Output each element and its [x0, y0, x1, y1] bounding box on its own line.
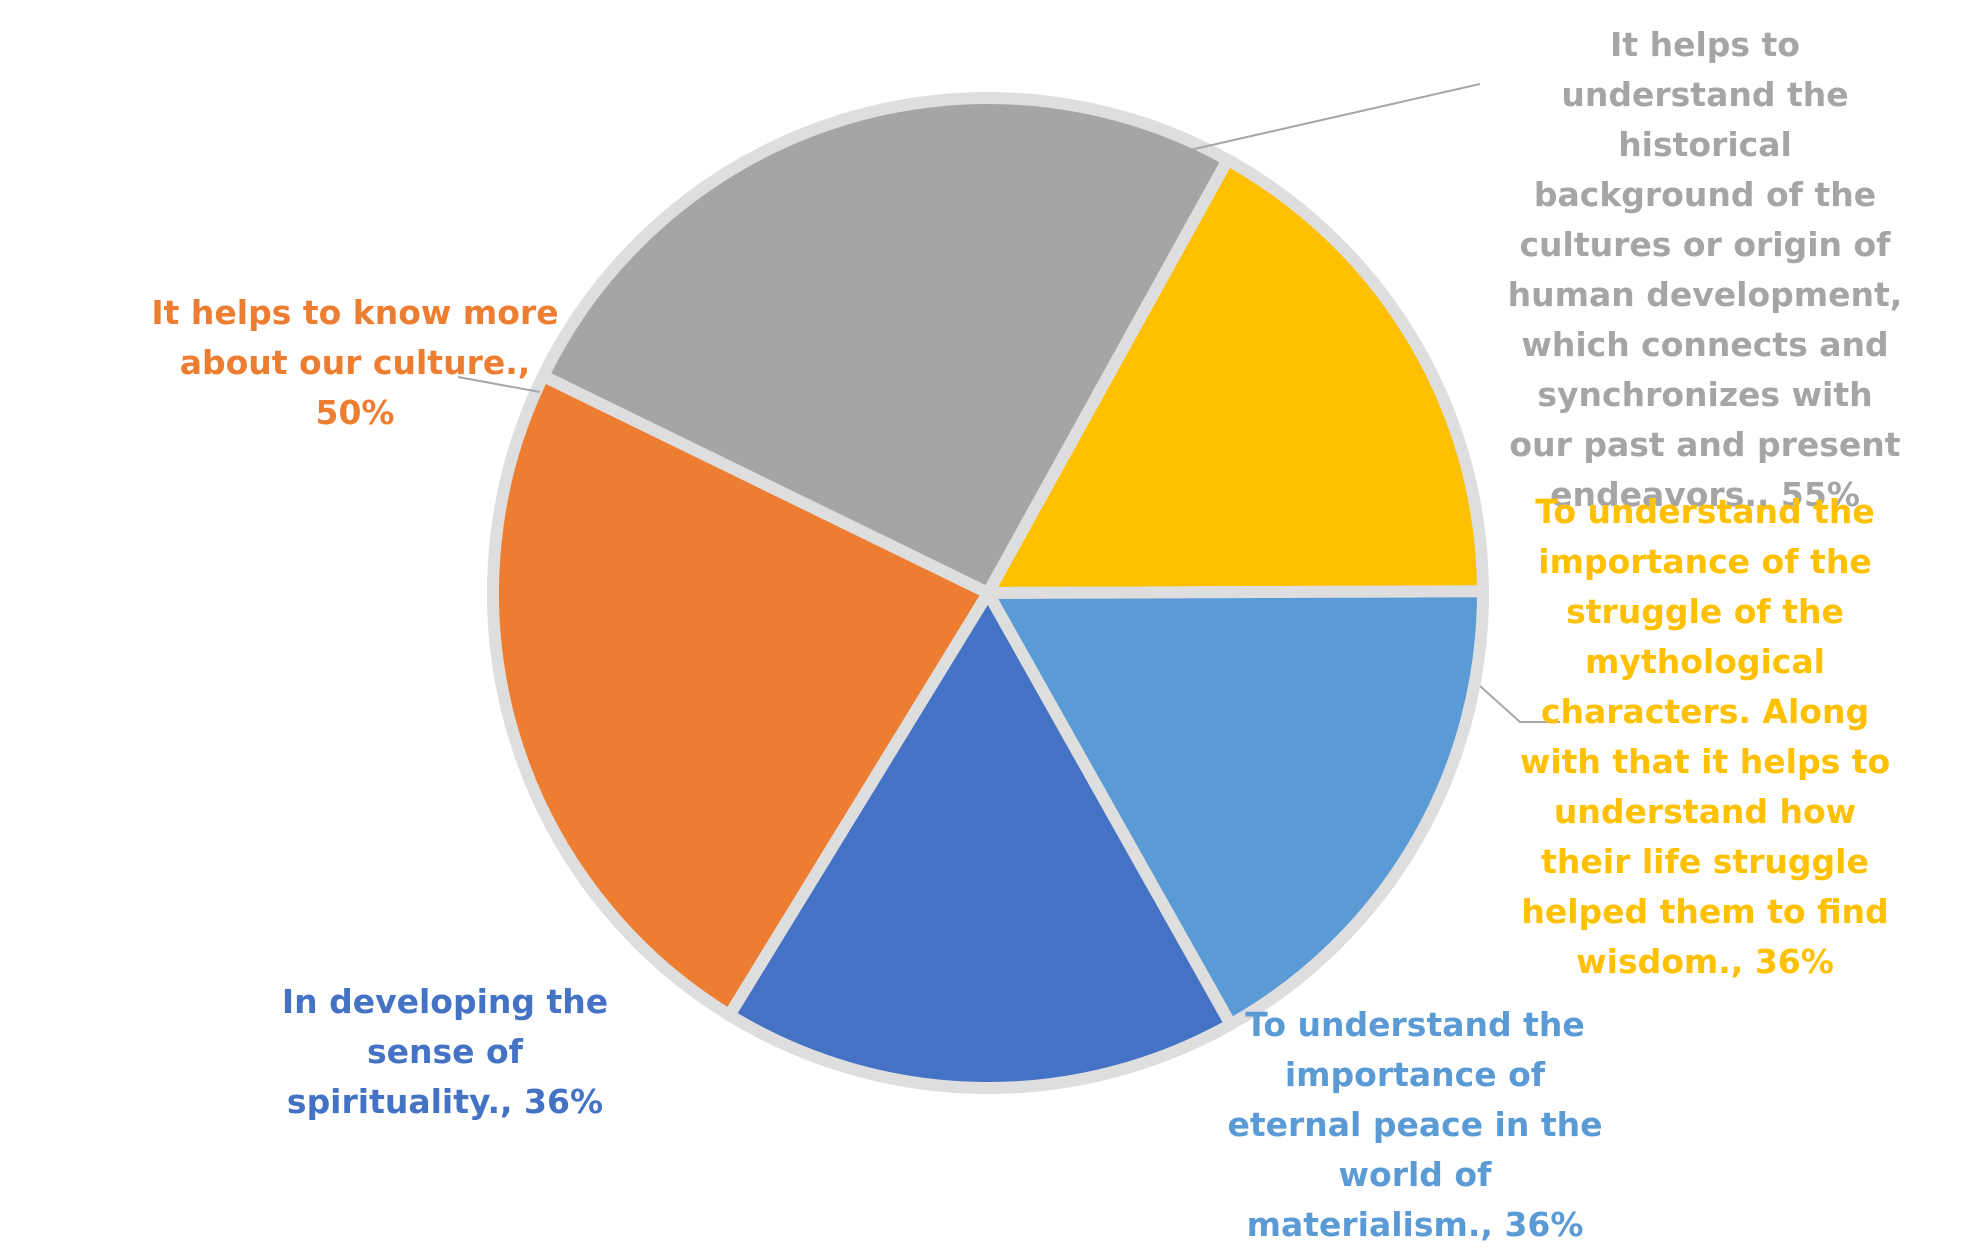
- pie-slice-our-culture: [487, 370, 994, 1022]
- leader-line-historical-background: [1189, 83, 1481, 151]
- pie-chart: [457, 83, 1560, 1094]
- pie-slice-spirituality: [723, 587, 1237, 1094]
- pie-slice-historical-background: [537, 92, 1234, 599]
- leader-line-mythological-characters: [1479, 685, 1560, 723]
- leader-line-our-culture: [457, 376, 541, 393]
- chart-area: It helps to understand the historical ba…: [151, 25, 1903, 1244]
- data-label-historical-background: It helps to understand the historical ba…: [1507, 25, 1903, 514]
- data-label-mythological-characters: To understand the importance of the stru…: [1519, 492, 1891, 981]
- pie-slice-mythological-characters: [982, 153, 1489, 599]
- pie-slice-eternal-peace: [982, 585, 1490, 1031]
- data-label-eternal-peace: To understand the importance of eternal …: [1227, 1005, 1603, 1244]
- data-label-spirituality: In developing the sense of spirituality.…: [281, 982, 609, 1121]
- data-label-our-culture: It helps to know more about our culture.…: [151, 293, 559, 432]
